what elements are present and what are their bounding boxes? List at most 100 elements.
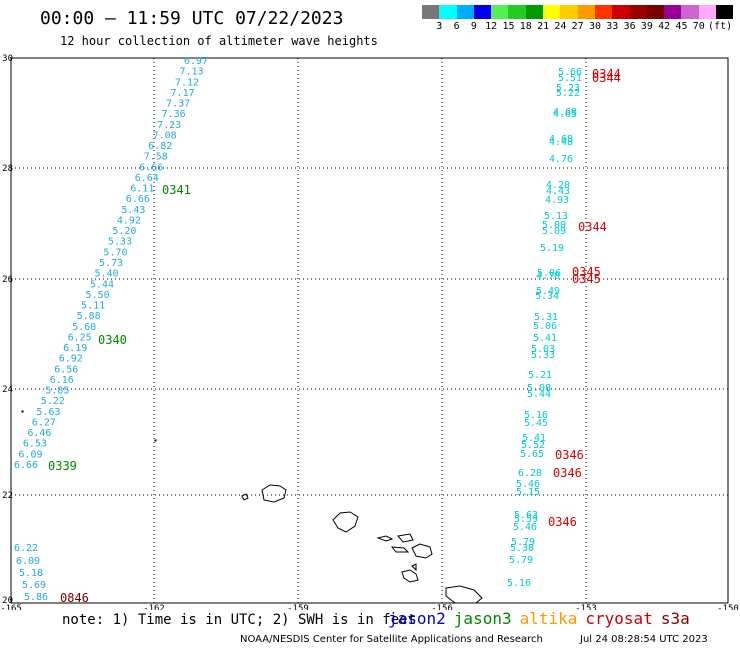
scale-label: 27 xyxy=(571,21,584,32)
scale-swatch xyxy=(422,5,440,19)
credit-text: NOAA/NESDIS Center for Satellite Applica… xyxy=(240,634,543,645)
wave-height-label: 5.65 xyxy=(520,449,544,460)
wave-height-label: 4.43 xyxy=(546,186,570,197)
color-scale-labels: 3 6 9 12 15 18 21 24 27 30 33 36 39 42 45 70 (ft) xyxy=(422,21,740,33)
wave-height-label: 5.19 xyxy=(540,243,564,254)
wave-height-label: 5.22 xyxy=(41,396,65,407)
wave-height-label: 4.20 xyxy=(546,180,570,191)
scale-label: 12 xyxy=(485,21,498,32)
lon-label: -159 xyxy=(287,604,309,610)
wave-height-label: 5.51 xyxy=(558,73,582,84)
wave-height-label: 5.00 xyxy=(542,220,566,231)
wave-height-label: 5.22 xyxy=(556,88,580,99)
lon-label: -165 xyxy=(0,604,22,610)
wave-height-label: 5.18 xyxy=(19,568,43,579)
wave-height-label: 5.41 xyxy=(522,433,546,444)
wave-height-label: 5.31 xyxy=(534,312,558,323)
scale-label: (ft) xyxy=(708,21,733,32)
wave-height-label: 5.66 xyxy=(558,67,582,78)
wave-height-label: 6.66 xyxy=(126,194,150,205)
lon-label: -156 xyxy=(431,604,453,610)
lat-label: 20 xyxy=(2,596,13,606)
wave-height-label: 4.70 xyxy=(536,271,560,282)
wave-height-label: 5.09 xyxy=(542,226,566,237)
island-coastline xyxy=(21,410,24,413)
scale-swatch xyxy=(629,5,647,19)
island-coastline xyxy=(401,569,419,583)
scale-swatch xyxy=(439,5,457,19)
wave-height-label: 6.22 xyxy=(14,543,38,554)
wave-height-label: 7.13 xyxy=(179,67,203,78)
scale-label: 18 xyxy=(519,21,532,32)
lon-label: -162 xyxy=(143,604,165,610)
footer-note: note: 1) Time is in UTC; 2) SWH is in fe… xyxy=(62,612,417,628)
wave-height-label: 5.08 xyxy=(527,383,551,394)
wave-height-label: 5.49 xyxy=(536,286,560,297)
wave-height-label: 5.34 xyxy=(535,291,559,302)
lat-label: 28 xyxy=(2,164,13,174)
wave-height-label: 6.11 xyxy=(130,184,154,195)
wave-height-label: 6.46 xyxy=(27,428,51,439)
legend-item: s3a xyxy=(660,609,690,628)
wave-height-label: 6.28 xyxy=(518,468,542,479)
scale-label: 42 xyxy=(658,21,671,32)
wave-height-label: 7.12 xyxy=(175,77,199,88)
wave-height-label: 7.37 xyxy=(166,99,190,110)
wave-height-label: 4.76 xyxy=(549,154,573,165)
pass-time-label: 0344 xyxy=(592,71,621,85)
credit-timestamp: Jul 24 08:28:54 UTC 2023 xyxy=(580,634,708,645)
wave-height-label: 5.79 xyxy=(509,555,533,566)
pass-time-label: 0344 xyxy=(578,220,607,234)
scale-swatch xyxy=(681,5,699,19)
wave-height-label: 5.86 xyxy=(24,592,48,603)
wave-height-label: 5.70 xyxy=(103,247,127,258)
island-coastline xyxy=(411,543,433,559)
pass-time-label: 0340 xyxy=(98,333,127,347)
wave-height-label: 5.33 xyxy=(108,237,132,248)
wave-height-label: 4.48 xyxy=(549,137,573,148)
scale-label: 39 xyxy=(640,21,653,32)
wave-height-label: 6.27 xyxy=(32,417,56,428)
wave-height-label: 5.13 xyxy=(544,211,568,222)
wave-height-label: 5.63 xyxy=(36,407,60,418)
wave-height-label: 5.46 xyxy=(513,522,537,533)
legend-item: jason2 xyxy=(388,609,446,628)
pass-time-label: 0345 xyxy=(572,265,601,279)
wave-height-label: 5.16 xyxy=(507,578,531,589)
island-coastline xyxy=(332,511,359,533)
scale-swatch xyxy=(491,5,509,19)
lon-label: -153 xyxy=(575,604,597,610)
wave-height-label: 5.16 xyxy=(524,410,548,421)
wave-height-label: 5.44 xyxy=(90,279,114,290)
island-coastline xyxy=(154,439,157,442)
scale-swatch xyxy=(664,5,682,19)
wave-height-label: 6.92 xyxy=(59,354,83,365)
wave-height-label: 5.06 xyxy=(537,268,561,279)
wave-height-label: 6.66 xyxy=(14,460,38,471)
wave-height-label: 5.73 xyxy=(99,258,123,269)
pass-time-label: 0344 xyxy=(592,67,621,81)
wave-height-label: 5.15 xyxy=(516,487,540,498)
wave-height-label: 6.16 xyxy=(50,375,74,386)
scale-swatch xyxy=(525,5,544,19)
wave-height-label: 5.40 xyxy=(94,269,118,280)
scale-label: 9 xyxy=(470,21,477,32)
lat-label: 24 xyxy=(2,385,13,395)
wave-height-label: 4.68 xyxy=(553,107,577,118)
wave-height-label: 6.19 xyxy=(63,343,87,354)
scale-label: 6 xyxy=(453,21,460,32)
wave-height-label: 6.56 xyxy=(54,364,78,375)
wave-height-label: 5.11 xyxy=(81,301,105,312)
map-subtitle: 12 hour collection of altimeter wave hei… xyxy=(60,34,378,48)
pass-time-label: 0345 xyxy=(572,272,601,286)
wave-height-label: 5.06 xyxy=(533,321,557,332)
scale-label: 24 xyxy=(554,21,567,32)
island-coastline xyxy=(376,535,394,542)
scale-label: 36 xyxy=(623,21,636,32)
wave-height-label: 7.17 xyxy=(171,88,195,99)
wave-height-label: 7.08 xyxy=(153,130,177,141)
wave-height-label: 5.23 xyxy=(556,83,580,94)
pass-time-label: 0341 xyxy=(162,183,191,197)
scale-swatch xyxy=(560,5,578,19)
wave-height-label: 6.82 xyxy=(148,141,172,152)
